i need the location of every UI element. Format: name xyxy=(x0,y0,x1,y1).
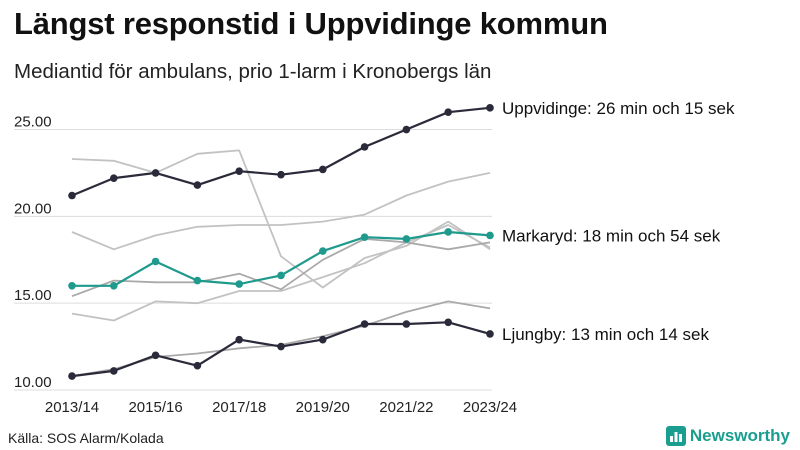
data-point xyxy=(486,231,494,240)
data-point xyxy=(151,351,160,360)
data-point xyxy=(235,167,243,175)
series-line xyxy=(71,237,491,298)
x-tick-label: 2015/16 xyxy=(128,399,182,416)
y-tick-label: 15.00 xyxy=(14,287,52,304)
data-point xyxy=(68,191,76,200)
newsworthy-logo: Newsworthy xyxy=(665,426,790,446)
data-point xyxy=(277,342,285,351)
chart-title: Längst responstid i Uppvidinge kommun xyxy=(14,6,608,41)
bar-chart-icon xyxy=(665,426,686,446)
data-point xyxy=(235,335,243,344)
data-point xyxy=(444,228,453,236)
series-line xyxy=(71,300,491,377)
data-point xyxy=(277,271,285,280)
data-point xyxy=(68,282,76,290)
source-note: Källa: SOS Alarm/Kolada xyxy=(8,430,164,446)
data-point xyxy=(486,330,494,338)
data-point xyxy=(319,335,327,344)
data-point xyxy=(110,367,118,375)
data-point xyxy=(110,174,118,182)
chart-subtitle: Mediantid för ambulans, prio 1-larm i Kr… xyxy=(14,60,492,83)
series-end-label: Uppvidinge: 26 min och 15 sek xyxy=(502,99,735,118)
data-point xyxy=(151,257,160,266)
series-line xyxy=(71,149,491,289)
data-point xyxy=(486,104,494,112)
data-point xyxy=(360,233,369,241)
data-point xyxy=(360,143,369,151)
data-point xyxy=(319,247,327,255)
y-tick-label: 25.00 xyxy=(14,114,52,131)
data-point xyxy=(110,282,118,290)
x-tick-label: 2021/22 xyxy=(379,399,433,416)
series-line xyxy=(71,106,491,197)
brand-name: Newsworthy xyxy=(689,426,790,445)
y-tick-label: 20.00 xyxy=(14,200,52,217)
data-point xyxy=(360,320,369,328)
data-point xyxy=(444,108,453,116)
data-point xyxy=(151,169,160,177)
data-point xyxy=(193,181,202,189)
data-point xyxy=(68,372,76,380)
data-point xyxy=(193,276,202,285)
x-tick-label: 2013/14 xyxy=(45,399,99,416)
data-point xyxy=(319,165,327,174)
data-point xyxy=(444,318,453,327)
data-point xyxy=(193,361,202,370)
data-point xyxy=(402,125,411,134)
data-point xyxy=(277,170,285,179)
y-tick-label: 10.00 xyxy=(14,374,52,391)
data-point xyxy=(402,320,411,328)
data-point xyxy=(402,235,411,243)
series-end-label: Markaryd: 18 min och 54 sek xyxy=(502,226,721,245)
x-tick-label: 2017/18 xyxy=(212,399,266,416)
data-point xyxy=(235,280,243,288)
x-tick-label: 2019/20 xyxy=(296,399,350,416)
x-tick-label: 2023/24 xyxy=(463,399,517,416)
series-line xyxy=(71,172,491,251)
series-end-label: Ljungby: 13 min och 14 sek xyxy=(502,325,709,344)
line-chart: 10.00 15.00 20.00 25.00 2013/14 2015/16 2017/1… xyxy=(14,99,735,416)
